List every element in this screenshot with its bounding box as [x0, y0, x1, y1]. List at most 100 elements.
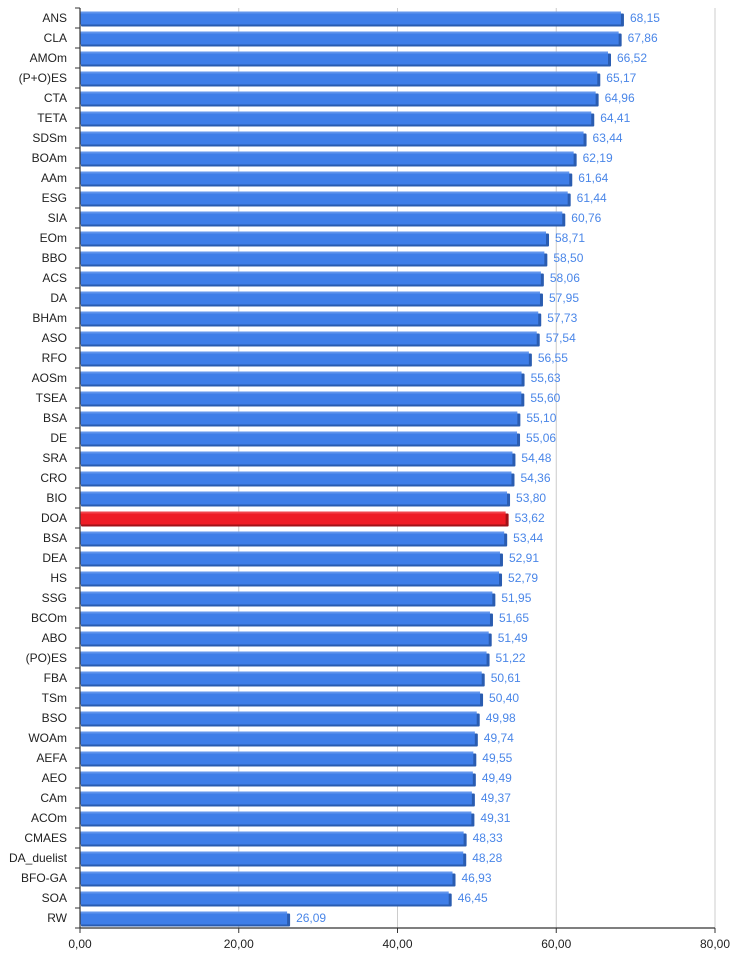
bar-shine	[80, 231, 547, 234]
bar	[80, 411, 518, 425]
value-label: 48,33	[473, 831, 503, 845]
bar	[80, 691, 481, 705]
bar	[80, 311, 539, 325]
bar-shine	[80, 331, 537, 334]
value-label: 46,45	[458, 891, 488, 905]
value-label: 68,15	[630, 11, 660, 25]
value-label: 55,60	[530, 391, 560, 405]
bar	[80, 911, 288, 925]
bar-shine	[80, 351, 529, 354]
value-label: 49,55	[482, 751, 512, 765]
category-label: CMAES	[24, 831, 67, 845]
x-tick-label: 60,00	[541, 937, 571, 951]
category-label: CTA	[44, 91, 67, 105]
category-label: CAm	[40, 791, 67, 805]
value-label: 49,31	[480, 811, 510, 825]
bar-shine	[80, 431, 518, 434]
bar-shine	[80, 451, 513, 454]
value-label: 51,22	[496, 651, 526, 665]
bar-shine	[80, 391, 522, 394]
bar	[80, 251, 545, 265]
value-label: 52,91	[509, 551, 539, 565]
bar-shine	[80, 91, 596, 94]
bar-shine	[80, 651, 487, 654]
bar-shine	[80, 531, 505, 534]
bar-shine	[80, 311, 539, 314]
category-label: (P+O)ES	[19, 71, 67, 85]
category-label: ESG	[42, 191, 67, 205]
bar-shine	[80, 631, 489, 634]
bar-shine	[80, 751, 474, 754]
x-tick-label: 0,00	[68, 937, 92, 951]
bar-shine	[80, 891, 449, 894]
category-label: DEA	[42, 551, 67, 565]
bar	[80, 271, 541, 285]
bar-shine	[80, 791, 472, 794]
bar-shine	[80, 471, 512, 474]
bar	[80, 111, 592, 125]
bar-shine	[80, 151, 574, 154]
bar-shine	[80, 851, 464, 854]
category-label: (PO)ES	[26, 651, 67, 665]
category-label: SIA	[48, 211, 67, 225]
value-label: 49,74	[484, 731, 514, 745]
bar	[80, 91, 596, 105]
bar-shine	[80, 771, 473, 774]
category-label: SSG	[42, 591, 67, 605]
value-label: 55,10	[526, 411, 556, 425]
category-label: BFO-GA	[21, 871, 67, 885]
bar	[80, 171, 570, 185]
value-label: 64,41	[600, 111, 630, 125]
category-label: ABO	[42, 631, 67, 645]
category-label: BIO	[46, 491, 67, 505]
bar	[80, 51, 609, 65]
bar-shine	[80, 111, 592, 114]
value-label: 62,19	[583, 151, 613, 165]
category-label: CLA	[44, 31, 67, 45]
category-label: TSm	[42, 691, 67, 705]
bar	[80, 811, 472, 825]
category-label: WOAm	[28, 731, 67, 745]
category-label: BHAm	[32, 311, 67, 325]
value-label: 58,50	[553, 251, 583, 265]
bar-shine	[80, 551, 500, 554]
bar-shine	[80, 11, 621, 14]
category-label: SRA	[42, 451, 67, 465]
category-label: TSEA	[36, 391, 67, 405]
value-label: 63,44	[593, 131, 623, 145]
bar-shine	[80, 711, 477, 714]
bar	[80, 671, 482, 685]
bar-shine	[80, 911, 288, 914]
bar	[80, 591, 493, 605]
value-label: 49,98	[486, 711, 516, 725]
value-label: 51,65	[499, 611, 529, 625]
value-label: 55,06	[526, 431, 556, 445]
category-label: AAm	[41, 171, 67, 185]
bar	[80, 571, 500, 585]
bar	[80, 191, 568, 205]
category-label: ASO	[42, 331, 67, 345]
bar-shine	[80, 511, 506, 514]
bar	[80, 351, 529, 365]
category-label: BSA	[43, 531, 67, 545]
bar	[80, 391, 522, 405]
value-label: 67,86	[628, 31, 658, 45]
value-label: 56,55	[538, 351, 568, 365]
category-label: BCOm	[31, 611, 67, 625]
bar-shine	[80, 731, 475, 734]
category-label: FBA	[44, 671, 67, 685]
bar-shine	[80, 411, 518, 414]
category-label: ANS	[42, 11, 67, 25]
bar-shine	[80, 571, 500, 574]
value-label: 51,95	[501, 591, 531, 605]
category-label: HS	[50, 571, 67, 585]
value-label: 61,64	[578, 171, 608, 185]
bar	[80, 771, 473, 785]
bar	[80, 11, 621, 25]
value-label: 53,62	[515, 511, 545, 525]
bar-shine	[80, 251, 545, 254]
value-label: 49,49	[482, 771, 512, 785]
category-label: AOSm	[32, 371, 67, 385]
value-label: 49,37	[481, 791, 511, 805]
